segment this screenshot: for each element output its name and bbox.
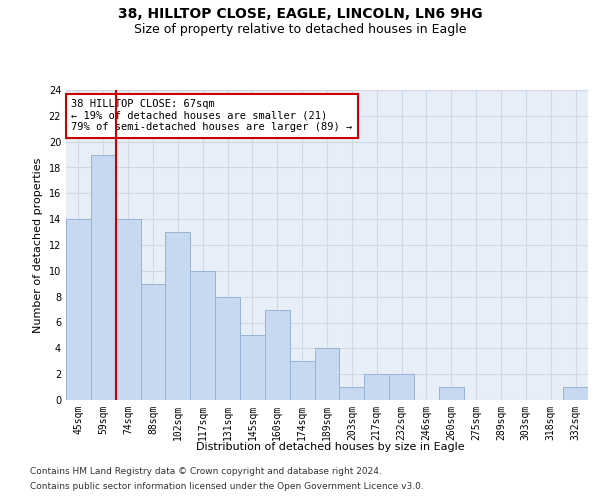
Text: 38 HILLTOP CLOSE: 67sqm
← 19% of detached houses are smaller (21)
79% of semi-de: 38 HILLTOP CLOSE: 67sqm ← 19% of detache… bbox=[71, 100, 352, 132]
Bar bbox=[389, 374, 414, 400]
Bar bbox=[290, 361, 314, 400]
Bar bbox=[563, 387, 588, 400]
Bar bbox=[166, 232, 190, 400]
Text: 38, HILLTOP CLOSE, EAGLE, LINCOLN, LN6 9HG: 38, HILLTOP CLOSE, EAGLE, LINCOLN, LN6 9… bbox=[118, 8, 482, 22]
Bar bbox=[314, 348, 340, 400]
Bar bbox=[265, 310, 290, 400]
Text: Size of property relative to detached houses in Eagle: Size of property relative to detached ho… bbox=[134, 22, 466, 36]
Bar bbox=[364, 374, 389, 400]
Text: Contains HM Land Registry data © Crown copyright and database right 2024.: Contains HM Land Registry data © Crown c… bbox=[30, 467, 382, 476]
Y-axis label: Number of detached properties: Number of detached properties bbox=[33, 158, 43, 332]
Bar bbox=[116, 219, 140, 400]
Text: Contains public sector information licensed under the Open Government Licence v3: Contains public sector information licen… bbox=[30, 482, 424, 491]
Bar bbox=[140, 284, 166, 400]
Text: Distribution of detached houses by size in Eagle: Distribution of detached houses by size … bbox=[196, 442, 464, 452]
Bar bbox=[240, 336, 265, 400]
Bar bbox=[340, 387, 364, 400]
Bar bbox=[215, 296, 240, 400]
Bar bbox=[439, 387, 464, 400]
Bar bbox=[66, 219, 91, 400]
Bar bbox=[91, 154, 116, 400]
Bar bbox=[190, 271, 215, 400]
